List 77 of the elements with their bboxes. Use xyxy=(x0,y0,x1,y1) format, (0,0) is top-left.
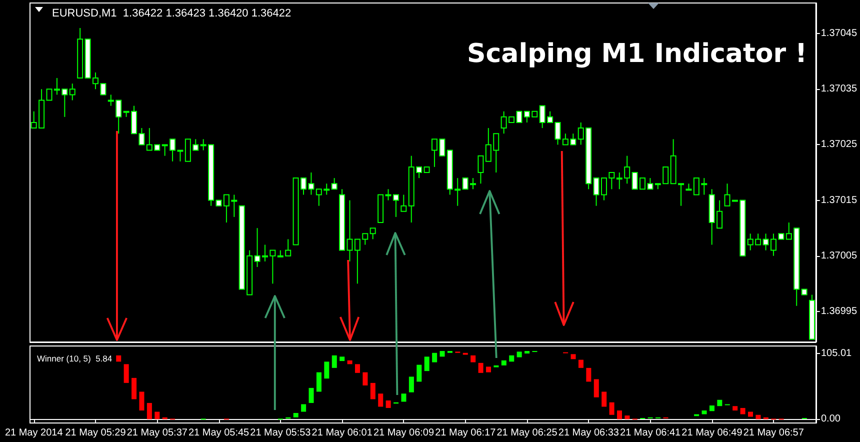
x-tick-label: 21 May 05:45 xyxy=(188,428,250,438)
bar xyxy=(308,388,314,403)
bar xyxy=(432,352,438,362)
x-tick-label: 21 May 06:09 xyxy=(373,428,434,438)
candlestick xyxy=(331,178,338,190)
text: Winner (10, 5) 5.84 xyxy=(37,354,112,364)
x-tick-label: 21 May 2014 xyxy=(4,428,64,438)
bar xyxy=(324,362,330,379)
bar xyxy=(354,364,360,373)
bar xyxy=(116,355,122,362)
bar xyxy=(501,360,506,366)
bar xyxy=(378,394,384,407)
y-tick-label: 1.37005 xyxy=(820,250,858,262)
x-tick-label: 21 May 06:41 xyxy=(620,428,682,438)
y-tick-label: 1.37015 xyxy=(820,194,858,206)
bar xyxy=(616,410,622,420)
bar xyxy=(362,372,368,386)
bar xyxy=(124,364,129,383)
x-tick-label: 21 May 06:33 xyxy=(558,428,620,438)
x-tick-label: 21 May 06:01 xyxy=(312,428,373,438)
y-tick-label: 1.37035 xyxy=(820,84,858,95)
x-tick-label: 21 May 06:49 xyxy=(682,428,743,438)
x-tick-label: 21 May 05:29 xyxy=(65,428,126,438)
y-tick-label: 1.36995 xyxy=(820,306,858,317)
bar xyxy=(301,404,306,412)
x-tick-label: 21 May 06:25 xyxy=(496,428,558,438)
bar xyxy=(509,355,514,362)
bar xyxy=(594,379,599,398)
candlestick xyxy=(400,194,407,212)
y-tick-label: 1.37045 xyxy=(820,28,858,40)
bar xyxy=(132,378,137,400)
bar xyxy=(516,352,522,358)
candlestick xyxy=(69,83,76,101)
bar xyxy=(293,412,298,418)
bar xyxy=(370,382,376,400)
bar xyxy=(316,372,322,392)
bar xyxy=(732,406,738,410)
y-tick-label: 1.37025 xyxy=(820,139,858,150)
bar xyxy=(478,362,484,373)
bar xyxy=(332,355,337,368)
annotation: EURUSD,M1 1.36422 1.36423 1.36420 1.36422 xyxy=(52,8,292,20)
bar xyxy=(740,408,746,414)
x-tick-label: 21 May 06:17 xyxy=(435,428,496,438)
bar xyxy=(486,366,492,372)
bar xyxy=(470,355,476,362)
bar xyxy=(139,392,144,410)
y-tick-label: 0.00 xyxy=(821,414,841,425)
y-tick-label: 105.01 xyxy=(821,348,852,360)
bar xyxy=(578,360,584,368)
bar xyxy=(756,414,761,420)
bar xyxy=(440,351,445,357)
bar xyxy=(416,364,422,382)
bar xyxy=(709,405,714,412)
x-tick-label: 21 May 05:37 xyxy=(126,428,188,438)
bar xyxy=(401,394,406,402)
bar xyxy=(154,412,160,420)
bar xyxy=(146,402,152,420)
candlestick xyxy=(370,228,376,240)
candlestick xyxy=(478,155,484,184)
bar xyxy=(586,368,592,382)
bar xyxy=(624,415,630,420)
bar xyxy=(524,351,530,354)
bar xyxy=(570,354,576,360)
bar xyxy=(609,402,614,415)
x-tick-label: 21 May 06:57 xyxy=(743,428,804,438)
bar xyxy=(340,356,345,362)
bar xyxy=(717,400,722,406)
bar xyxy=(386,400,391,408)
bar xyxy=(602,392,607,407)
text: Scalping M1 Indicator ! xyxy=(467,39,808,69)
x-tick-label: 21 May 05:53 xyxy=(250,428,312,438)
bar xyxy=(347,360,352,364)
bar xyxy=(408,376,414,392)
bar xyxy=(748,412,754,417)
candlestick xyxy=(686,183,692,191)
bar xyxy=(702,410,707,414)
bar xyxy=(424,356,430,372)
